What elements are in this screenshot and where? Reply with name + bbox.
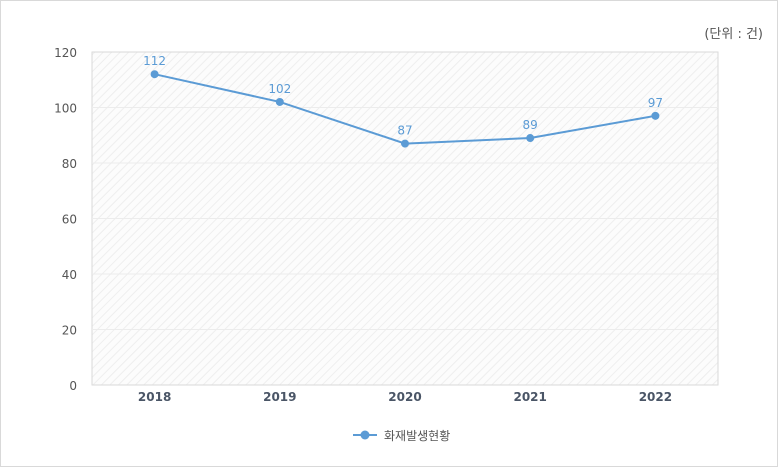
data-point <box>275 97 284 106</box>
y-tick-label: 40 <box>62 268 77 282</box>
y-tick-label: 0 <box>69 379 77 393</box>
data-point <box>651 111 660 120</box>
data-point <box>401 139 409 148</box>
x-tick-label: 2018 <box>138 390 171 404</box>
data-label: 87 <box>397 124 412 138</box>
y-tick-label: 80 <box>62 157 77 171</box>
x-tick-label: 2022 <box>639 390 672 404</box>
legend-marker <box>360 430 370 440</box>
legend-label: 화재발생현황 <box>384 429 450 443</box>
data-point <box>526 134 535 143</box>
data-point <box>150 70 159 79</box>
y-tick-label: 120 <box>54 46 77 60</box>
x-tick-label: 2020 <box>388 390 421 404</box>
y-tick-label: 20 <box>62 324 77 338</box>
data-label: 112 <box>143 54 166 68</box>
data-label: 97 <box>648 96 663 110</box>
data-label: 102 <box>268 82 291 96</box>
y-tick-label: 60 <box>62 213 77 227</box>
unit-note: (단위 : 건) <box>704 27 763 42</box>
data-label: 89 <box>523 118 538 132</box>
x-tick-label: 2019 <box>263 390 296 404</box>
x-tick-label: 2021 <box>513 390 546 404</box>
y-tick-label: 100 <box>54 102 77 116</box>
